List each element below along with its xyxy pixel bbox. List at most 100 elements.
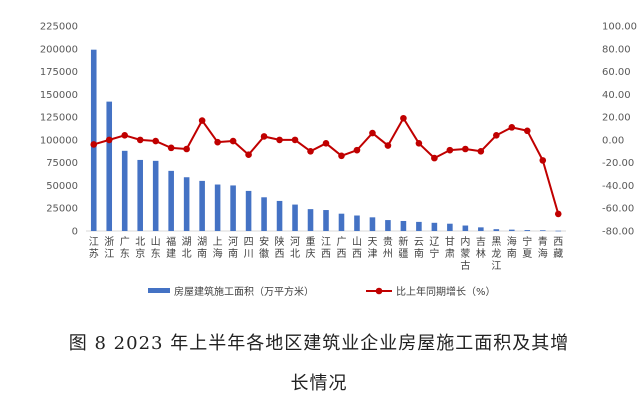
growth-point <box>260 133 268 140</box>
category-label: 宁夏 <box>522 235 532 260</box>
category-label: 辽宁 <box>429 236 439 260</box>
growth-point <box>276 136 283 144</box>
growth-point <box>105 136 113 144</box>
bar-series <box>90 49 562 232</box>
growth-point <box>477 147 485 155</box>
line-series <box>90 114 562 218</box>
bar <box>106 101 113 231</box>
right-axis-ticks: -80.00 -60.00 -40.00 -20.00 0.00 20.00 40.00 60… <box>602 22 637 238</box>
legend: 房屋建筑施工面积（万平方米） 比上年同期增长（%） <box>148 285 496 298</box>
bar <box>416 221 422 231</box>
growth-point <box>322 140 330 147</box>
bar <box>400 220 407 231</box>
bar <box>462 225 469 231</box>
category-label: 西藏 <box>553 237 563 260</box>
growth-point <box>539 157 547 164</box>
category-label: 云南 <box>414 237 424 260</box>
category-label: 山东 <box>151 236 161 260</box>
bar <box>555 230 562 232</box>
growth-point <box>338 152 345 160</box>
left-tick-label: 225000 <box>40 22 78 33</box>
left-tick-label: 175000 <box>40 67 78 78</box>
right-tick-label: -40.00 <box>602 181 634 192</box>
category-label: 浙江 <box>104 236 114 260</box>
category-label: 四川 <box>244 237 254 260</box>
bar <box>478 227 484 231</box>
growth-point <box>167 144 175 152</box>
bar <box>276 200 283 231</box>
bar <box>183 177 190 231</box>
growth-point <box>523 127 531 135</box>
category-labels: 江苏浙江广东北京山东福建湖北湖南上海河南四川安徽陕西河北重庆江西广西山西天津贵州… <box>89 235 564 272</box>
bar <box>431 222 438 231</box>
growth-point <box>90 141 98 148</box>
right-tick-label: -60.00 <box>602 204 634 215</box>
growth-point <box>508 124 516 131</box>
category-label: 湖南 <box>197 236 207 260</box>
right-tick-label: -20.00 <box>602 158 634 169</box>
growth-point <box>214 138 221 146</box>
bar <box>493 229 500 231</box>
bar <box>524 230 531 231</box>
right-tick-label: 20.00 <box>602 113 631 124</box>
right-tick-label: 80.00 <box>602 44 631 55</box>
growth-point <box>136 136 144 144</box>
left-tick-label: 25000 <box>46 204 78 215</box>
left-axis-ticks: 0 25000 50000 75000 100000 125000 150000 175000… <box>40 22 78 238</box>
category-label: 重庆 <box>306 235 316 260</box>
category-label: 湖北 <box>182 236 192 260</box>
legend-bar-swatch <box>148 288 170 293</box>
bar <box>214 184 221 231</box>
legend-bar-label: 房屋建筑施工面积（万平方米） <box>174 285 314 298</box>
bar <box>369 217 376 231</box>
category-label: 海南 <box>507 235 517 260</box>
bar <box>307 209 314 231</box>
category-label: 吉林 <box>476 236 486 260</box>
category-label: 内蒙古 <box>460 235 470 272</box>
bar <box>385 220 391 231</box>
growth-point <box>152 137 159 145</box>
category-label: 山西 <box>352 236 362 260</box>
left-tick-label: 75000 <box>46 158 78 169</box>
right-tick-label: 100.00 <box>602 22 637 33</box>
bar <box>152 160 159 231</box>
left-tick-label: 0 <box>72 227 78 238</box>
category-label: 北京 <box>135 236 145 260</box>
bar <box>168 170 174 231</box>
bar <box>121 150 128 231</box>
bar <box>509 229 515 231</box>
right-tick-label: 0.00 <box>602 135 624 146</box>
bar <box>137 159 143 231</box>
growth-point <box>446 146 454 154</box>
legend-line-marker <box>375 287 383 295</box>
bar <box>338 213 345 231</box>
category-label: 河北 <box>290 236 300 260</box>
growth-point <box>291 136 299 144</box>
growth-point <box>121 132 129 139</box>
category-label: 甘肃 <box>445 235 455 260</box>
category-label: 河南 <box>228 236 238 260</box>
bar <box>292 204 298 231</box>
category-label: 贵州 <box>383 235 393 260</box>
left-tick-label: 100000 <box>40 135 78 146</box>
growth-point <box>462 145 469 153</box>
category-label: 江苏 <box>89 236 99 260</box>
growth-point <box>431 154 438 162</box>
category-label: 福建 <box>166 235 176 260</box>
growth-point <box>307 147 314 155</box>
bar <box>354 215 360 231</box>
category-label: 江西 <box>321 236 331 260</box>
bar <box>90 49 97 231</box>
growth-line <box>93 117 560 215</box>
growth-point <box>369 129 376 137</box>
category-label: 安徽 <box>259 235 269 260</box>
growth-point <box>493 132 500 139</box>
bar <box>539 230 546 231</box>
category-label: 陕西 <box>275 235 285 260</box>
bar <box>245 190 252 231</box>
left-tick-label: 50000 <box>46 181 78 192</box>
category-label: 广西 <box>336 236 346 260</box>
chart: 0 25000 50000 75000 100000 125000 150000 175000… <box>40 22 637 299</box>
figure-caption-line-2: 长情况 <box>290 373 348 394</box>
category-label: 青海 <box>538 235 548 260</box>
